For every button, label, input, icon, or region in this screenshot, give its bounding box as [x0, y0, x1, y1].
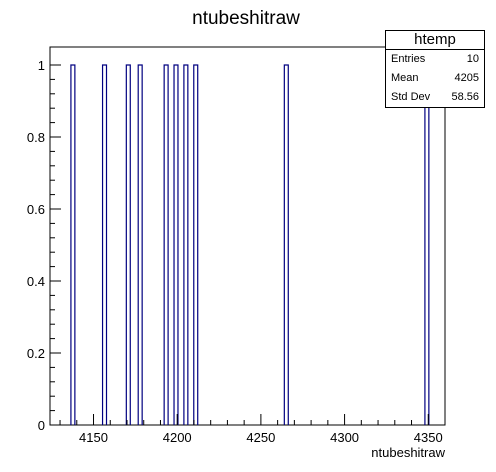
histogram-bin-3 — [137, 64, 143, 425]
x-tick-label: 4250 — [246, 430, 275, 445]
histogram-bin-5 — [173, 64, 179, 425]
stats-label-entries: Entries — [391, 53, 426, 65]
histogram-bin-1 — [101, 64, 108, 425]
x-tick-label: 4200 — [163, 430, 192, 445]
x-axis-label: ntubeshitraw — [371, 445, 445, 460]
histogram-bin-8 — [283, 64, 289, 425]
histogram-bin-2 — [125, 64, 131, 425]
x-tick-label: 4150 — [79, 430, 108, 445]
stats-row-std-dev: Std Dev 58.56 — [386, 88, 484, 107]
y-tick-label: 0.4 — [27, 274, 45, 289]
stats-value-std-dev: 58.56 — [451, 91, 479, 103]
chart-title: ntubeshitraw — [192, 8, 300, 29]
plot-frame — [49, 46, 446, 426]
stats-row-entries: Entries 10 — [386, 50, 484, 69]
stats-label-mean: Mean — [391, 72, 419, 84]
stats-box-title: htemp — [386, 31, 484, 50]
histogram-bin-9 — [424, 64, 430, 425]
stats-row-mean: Mean 4205 — [386, 69, 484, 88]
histogram-bin-6 — [183, 64, 189, 425]
stats-box: htemp Entries 10 Mean 4205 Std Dev 58.56 — [385, 30, 485, 108]
y-tick-label: 0.8 — [27, 130, 45, 145]
stats-label-std-dev: Std Dev — [391, 91, 431, 103]
y-tick-label: 1 — [38, 58, 45, 73]
x-tick-label: 4350 — [414, 430, 443, 445]
histogram-bin-0 — [70, 64, 76, 425]
y-tick-label: 0.6 — [27, 202, 45, 217]
stats-value-entries: 10 — [466, 53, 479, 65]
histogram-bin-4 — [163, 64, 169, 425]
y-tick-label: 0 — [38, 418, 45, 433]
y-tick-label: 0.2 — [27, 346, 45, 361]
histogram-bin-7 — [193, 64, 199, 425]
x-tick-label: 4300 — [330, 430, 359, 445]
axes: 0 0.2 0.4 0.6 0.8 1 4150 4200 4250 4300 4350 — [27, 58, 446, 445]
histogram-bars — [70, 64, 430, 425]
stats-value-mean: 4205 — [454, 72, 479, 84]
